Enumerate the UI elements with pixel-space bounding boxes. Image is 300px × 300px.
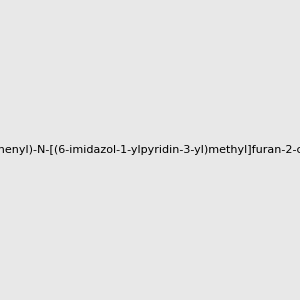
Text: 5-(2-chlorophenyl)-N-[(6-imidazol-1-ylpyridin-3-yl)methyl]furan-2-carboxamide: 5-(2-chlorophenyl)-N-[(6-imidazol-1-ylpy… <box>0 145 300 155</box>
